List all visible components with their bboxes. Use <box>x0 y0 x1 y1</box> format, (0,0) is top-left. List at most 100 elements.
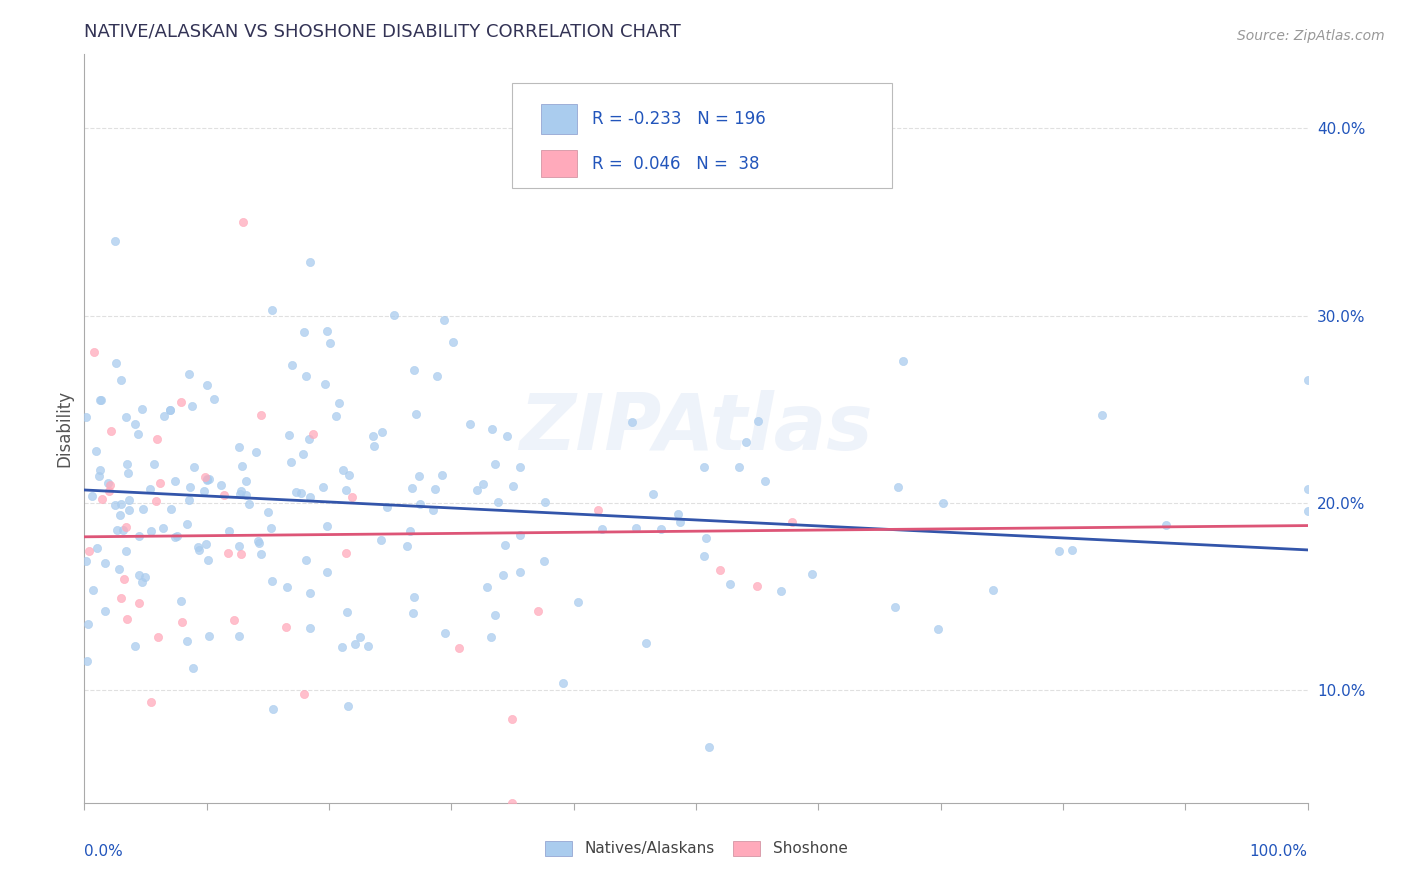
Point <box>159 403 181 417</box>
Point <box>98 484 121 499</box>
Text: NATIVE/ALASKAN VS SHOSHONE DISABILITY CORRELATION CHART: NATIVE/ALASKAN VS SHOSHONE DISABILITY CO… <box>84 23 681 41</box>
Point <box>328 396 350 410</box>
Point <box>465 483 488 497</box>
Point <box>668 515 690 529</box>
Point <box>82 583 104 598</box>
Point <box>181 399 204 413</box>
Point <box>94 556 117 570</box>
Point <box>117 503 139 517</box>
Point <box>100 424 122 438</box>
Point <box>195 472 218 486</box>
Point <box>193 483 215 498</box>
Point <box>179 480 201 494</box>
Point <box>105 356 128 370</box>
Point <box>262 303 284 318</box>
Point <box>209 478 232 492</box>
Point <box>149 475 172 490</box>
Point <box>1060 543 1083 558</box>
Point <box>533 495 555 509</box>
Point <box>131 401 153 416</box>
Point <box>315 565 337 579</box>
Point <box>231 484 253 499</box>
Point <box>166 529 188 543</box>
Point <box>382 308 405 322</box>
Point <box>108 508 131 522</box>
FancyBboxPatch shape <box>541 103 578 134</box>
Y-axis label: Disability: Disability <box>55 390 73 467</box>
Point <box>292 447 315 461</box>
Point <box>509 460 531 475</box>
Text: ZIPAtlas: ZIPAtlas <box>519 390 873 467</box>
Point <box>371 425 394 439</box>
Point <box>218 524 240 539</box>
Point <box>245 445 267 459</box>
Point <box>298 432 321 446</box>
Point <box>422 503 444 517</box>
Point <box>115 457 138 471</box>
Point <box>302 427 325 442</box>
Point <box>176 634 198 648</box>
Point <box>290 486 312 500</box>
Point <box>260 521 283 535</box>
Point <box>224 614 246 628</box>
Point <box>527 604 550 618</box>
Point <box>426 368 449 383</box>
Point <box>533 554 555 568</box>
Point <box>1296 482 1319 496</box>
Text: R =  0.046   N =  38: R = 0.046 N = 38 <box>592 154 759 173</box>
Point <box>1047 544 1070 558</box>
Point <box>115 612 138 626</box>
Point <box>105 523 128 537</box>
Point <box>299 255 322 269</box>
FancyBboxPatch shape <box>513 84 891 188</box>
Point <box>110 497 132 511</box>
Point <box>484 607 506 622</box>
Point <box>325 409 347 423</box>
Point <box>131 574 153 589</box>
Point <box>128 596 150 610</box>
Point <box>404 363 426 377</box>
Point <box>197 553 219 567</box>
Point <box>488 494 510 508</box>
Point <box>502 796 524 810</box>
Point <box>423 482 446 496</box>
Point <box>492 567 515 582</box>
Point <box>801 566 824 581</box>
Point <box>311 480 333 494</box>
Point <box>361 428 384 442</box>
Point <box>194 537 217 551</box>
Point <box>502 479 524 493</box>
Point <box>198 629 221 643</box>
Point <box>139 524 162 539</box>
Point <box>132 502 155 516</box>
Point <box>502 712 524 726</box>
Point <box>316 325 339 339</box>
Point <box>280 359 302 373</box>
Point <box>747 414 769 428</box>
Point <box>276 620 298 634</box>
Point <box>336 605 359 619</box>
Point <box>319 336 342 351</box>
Point <box>280 455 302 469</box>
Point <box>170 394 193 409</box>
Point <box>228 440 250 454</box>
Point <box>337 467 360 482</box>
Point <box>693 459 716 474</box>
Point <box>231 547 253 561</box>
Point <box>747 579 769 593</box>
Point <box>262 574 284 589</box>
Point <box>375 500 398 514</box>
Point <box>115 409 138 424</box>
Point <box>697 739 720 754</box>
Point <box>626 521 648 535</box>
Point <box>332 463 354 477</box>
Point <box>447 641 470 656</box>
Point <box>247 533 270 548</box>
Text: R = -0.233   N = 196: R = -0.233 N = 196 <box>592 110 766 128</box>
Point <box>401 606 423 620</box>
Point <box>335 483 357 498</box>
Point <box>146 433 169 447</box>
Point <box>441 335 464 350</box>
Point <box>299 490 322 504</box>
Point <box>278 427 301 442</box>
